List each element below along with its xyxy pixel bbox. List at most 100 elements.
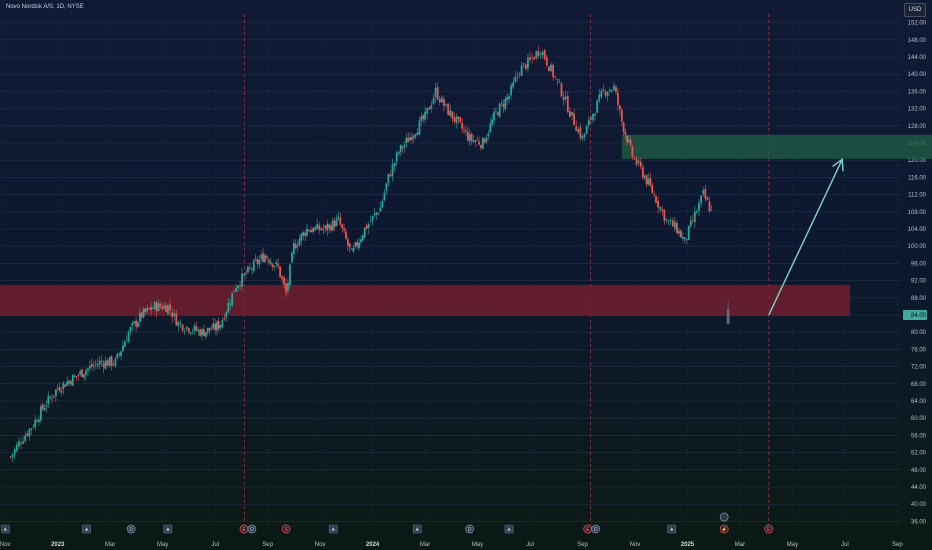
candle-body: [231, 292, 234, 306]
event-marker[interactable]: D: [591, 524, 600, 534]
event-marker[interactable]: E: [583, 524, 593, 534]
candle-body: [127, 331, 130, 342]
candle-body: [405, 137, 408, 143]
candle-body: [373, 213, 376, 215]
candle-body: [587, 119, 590, 126]
candle-body: [56, 387, 59, 389]
candle-body: [302, 232, 305, 236]
candle-body: [629, 139, 632, 145]
candle-body: [495, 110, 497, 112]
candle-body: [651, 185, 654, 193]
candle-body: [560, 83, 563, 97]
candle-body: [637, 160, 640, 163]
candle-body: [424, 111, 426, 120]
y-tick-label: 40.00: [911, 502, 927, 508]
candle-body: [432, 98, 435, 104]
event-marker[interactable]: D: [247, 524, 257, 534]
candle-body: [326, 223, 329, 231]
candle-body: [643, 176, 646, 179]
event-marker[interactable]: S: [281, 524, 291, 534]
candle-body: [73, 375, 76, 377]
candle-body: [277, 263, 280, 267]
event-marker[interactable]: [82, 524, 91, 534]
event-glyph: ⚡: [721, 526, 727, 533]
candle-body: [312, 228, 315, 233]
candle-body: [385, 183, 388, 191]
candle-body: [418, 120, 421, 135]
candle-body: [283, 277, 285, 285]
candle-body: [289, 264, 291, 285]
candle-body: [260, 254, 263, 259]
candle-body: [447, 103, 450, 116]
currency-button[interactable]: USD: [904, 3, 926, 17]
candle-body: [550, 64, 552, 72]
y-tick-label: 64.00: [911, 399, 927, 405]
event-marker[interactable]: D: [465, 524, 475, 534]
candle-body: [455, 116, 458, 124]
event-marker[interactable]: [412, 524, 422, 534]
event-marker[interactable]: [328, 524, 338, 534]
event-glyph: E: [586, 527, 590, 533]
candle-body: [545, 57, 548, 66]
candle-body: [691, 220, 694, 222]
y-tick-label: 88.00: [911, 296, 927, 302]
triangle-icon: [165, 527, 170, 531]
candle-body: [412, 135, 415, 138]
y-tick-label: 96.00: [911, 261, 927, 267]
event-marker[interactable]: E: [239, 524, 249, 534]
event-glyph: S: [284, 527, 288, 533]
candle-body: [487, 133, 490, 137]
candle-body: [177, 322, 180, 327]
candle-body: [87, 368, 89, 371]
event-marker[interactable]: E: [764, 524, 774, 534]
candle-body: [602, 89, 605, 91]
candle-body: [379, 207, 382, 212]
candle-body: [337, 216, 340, 219]
candle-body: [579, 127, 582, 138]
candle-body: [667, 220, 670, 222]
candle-body: [195, 326, 198, 331]
candle-body: [79, 370, 82, 375]
y-tick-label: 56.00: [911, 433, 927, 439]
candle-body: [500, 102, 503, 104]
candle-body: [345, 231, 347, 239]
candle-body: [225, 311, 228, 318]
candle-body: [183, 331, 186, 332]
candle-body: [330, 225, 332, 231]
event-marker[interactable]: [667, 524, 677, 534]
candle-body: [292, 243, 295, 254]
candle-body: [594, 114, 597, 116]
x-tick-label: Sep: [262, 542, 273, 548]
candle-body: [635, 158, 638, 165]
candle-body: [88, 365, 91, 369]
candle-body: [698, 202, 700, 211]
candle-body: [208, 327, 211, 331]
event-marker[interactable]: [0, 524, 10, 534]
candle-body: [144, 308, 147, 312]
candle-body: [483, 139, 486, 143]
candle-body: [463, 129, 465, 131]
event-marker[interactable]: ⚡: [719, 524, 729, 534]
y-tick-label: 108.00: [908, 210, 927, 216]
y-tick-label: 120.00: [908, 158, 927, 164]
candle-body: [702, 190, 705, 194]
candle-body: [510, 85, 513, 96]
candle-body: [476, 139, 479, 141]
candle-body: [583, 133, 586, 138]
candle-body: [243, 274, 245, 276]
event-marker[interactable]: [163, 524, 173, 534]
candle-body: [457, 116, 460, 119]
event-marker[interactable]: [504, 524, 514, 534]
candle-body: [133, 321, 136, 324]
x-tick-label: Nov: [315, 542, 326, 548]
candle-body: [152, 308, 154, 309]
x-tick-label: Nov: [0, 542, 11, 548]
x-tick-label: May: [157, 542, 168, 548]
candle-body: [15, 444, 18, 451]
candle-body: [356, 241, 359, 247]
event-marker[interactable]: D: [126, 524, 136, 534]
y-tick-label: 128.00: [908, 124, 927, 130]
candle-body: [223, 318, 226, 320]
candle-body: [118, 353, 121, 355]
